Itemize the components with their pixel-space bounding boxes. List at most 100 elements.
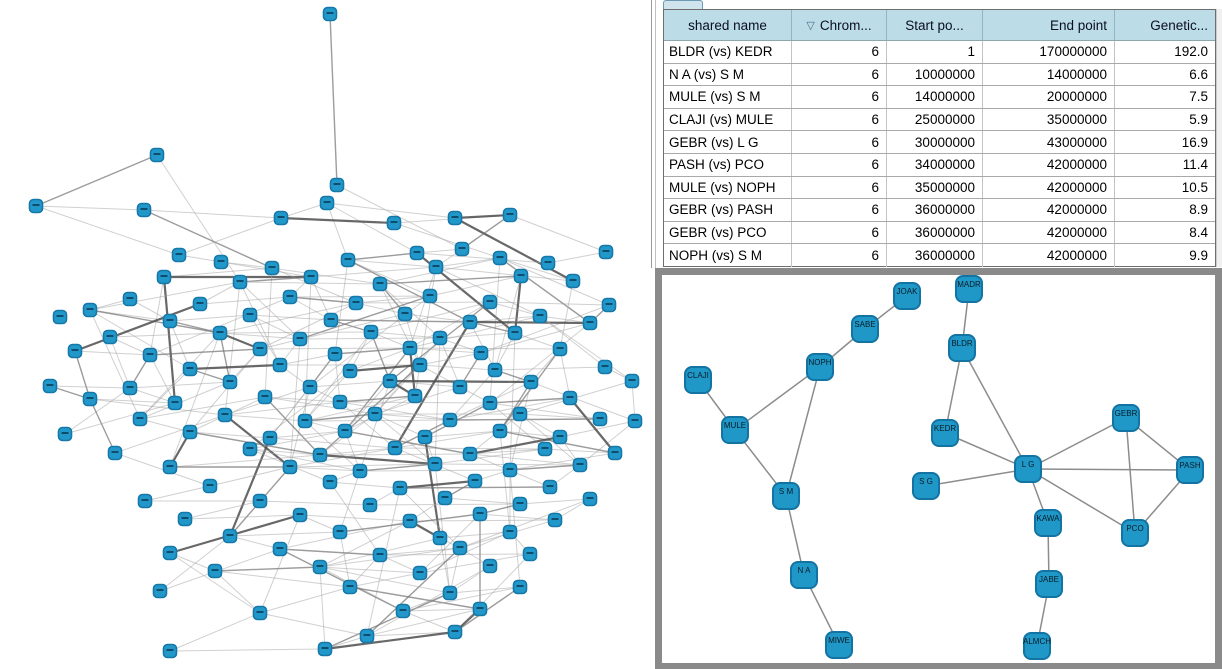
network-node[interactable]	[363, 324, 379, 340]
column-header-shared-name[interactable]: shared name	[664, 10, 792, 40]
network-node[interactable]	[472, 601, 488, 617]
table-row[interactable]: CLAJI (vs) MULE 6 25000000 35000000 5.9	[664, 108, 1215, 132]
network-node[interactable]	[395, 603, 411, 619]
network-node[interactable]	[462, 446, 478, 462]
network-node[interactable]	[42, 378, 58, 394]
node-l-g[interactable]: L G	[1014, 455, 1042, 483]
node-claji[interactable]: CLAJI	[684, 366, 712, 394]
node-gebr[interactable]: GEBR	[1112, 404, 1140, 432]
network-node[interactable]	[242, 307, 258, 323]
node-mule[interactable]: MULE	[721, 416, 749, 444]
network-node[interactable]	[627, 413, 643, 429]
network-node[interactable]	[447, 210, 463, 226]
network-node[interactable]	[257, 389, 273, 405]
table-tab-stub[interactable]	[663, 0, 703, 9]
table-row[interactable]: N A (vs) S M 6 10000000 14000000 6.6	[664, 63, 1215, 87]
node-kawa[interactable]: KAWA	[1034, 509, 1062, 537]
network-node[interactable]	[162, 545, 178, 561]
network-node[interactable]	[582, 315, 598, 331]
node-bldr[interactable]: BLDR	[948, 334, 976, 362]
network-node[interactable]	[312, 447, 328, 463]
network-node[interactable]	[340, 252, 356, 268]
column-header-genetic[interactable]: Genetic...	[1115, 10, 1215, 40]
network-node[interactable]	[182, 424, 198, 440]
table-row[interactable]: PASH (vs) PCO 6 34000000 42000000 11.4	[664, 153, 1215, 177]
network-node[interactable]	[167, 395, 183, 411]
network-node[interactable]	[132, 411, 148, 427]
network-node[interactable]	[472, 506, 488, 522]
node-s-g[interactable]: S G	[912, 472, 940, 500]
network-node[interactable]	[297, 413, 313, 429]
network-node[interactable]	[359, 628, 375, 644]
network-node[interactable]	[317, 641, 333, 657]
network-node[interactable]	[273, 210, 289, 226]
network-node[interactable]	[412, 357, 428, 373]
network-node[interactable]	[432, 530, 448, 546]
network-node[interactable]	[522, 546, 538, 562]
network-node[interactable]	[252, 605, 268, 621]
node-miwe[interactable]: MIWE	[825, 631, 853, 659]
network-node[interactable]	[513, 268, 529, 284]
node-s-m[interactable]: S M	[772, 482, 800, 510]
network-node[interactable]	[28, 198, 44, 214]
network-node[interactable]	[452, 540, 468, 556]
network-node[interactable]	[312, 559, 328, 575]
node-kedr[interactable]: KEDR	[931, 419, 959, 447]
node-n-a[interactable]: N A	[790, 561, 818, 589]
network-node[interactable]	[303, 269, 319, 285]
main-network-view[interactable]	[0, 0, 655, 669]
network-node[interactable]	[492, 423, 508, 439]
network-node[interactable]	[367, 406, 383, 422]
network-node[interactable]	[136, 202, 152, 218]
network-node[interactable]	[437, 490, 453, 506]
network-node[interactable]	[217, 407, 233, 423]
table-scrollbar[interactable]	[1216, 9, 1222, 267]
network-node[interactable]	[402, 513, 418, 529]
network-node[interactable]	[329, 177, 345, 193]
network-node[interactable]	[512, 496, 528, 512]
network-node[interactable]	[362, 497, 378, 513]
network-node[interactable]	[302, 379, 318, 395]
network-node[interactable]	[342, 363, 358, 379]
network-node[interactable]	[427, 456, 443, 472]
network-node[interactable]	[512, 579, 528, 595]
network-node[interactable]	[607, 445, 623, 461]
network-node[interactable]	[156, 269, 172, 285]
table-row[interactable]: MULE (vs) S M 6 14000000 20000000 7.5	[664, 86, 1215, 109]
network-node[interactable]	[547, 512, 563, 528]
node-pash[interactable]: PASH	[1176, 456, 1204, 484]
network-node[interactable]	[162, 313, 178, 329]
network-node[interactable]	[386, 215, 402, 231]
network-node[interactable]	[292, 507, 308, 523]
network-node[interactable]	[412, 565, 428, 581]
network-node[interactable]	[152, 583, 168, 599]
network-node[interactable]	[52, 309, 68, 325]
network-node[interactable]	[102, 329, 118, 345]
network-node[interactable]	[387, 440, 403, 456]
network-node[interactable]	[552, 429, 568, 445]
network-node[interactable]	[252, 341, 268, 357]
network-node[interactable]	[262, 430, 278, 446]
network-node[interactable]	[487, 362, 503, 378]
network-node[interactable]	[502, 462, 518, 478]
filter-icon[interactable]: ▽	[806, 19, 815, 32]
network-node[interactable]	[512, 406, 528, 422]
node-noph[interactable]: NOPH	[806, 353, 834, 381]
network-node[interactable]	[601, 297, 617, 313]
network-node[interactable]	[382, 373, 398, 389]
network-node[interactable]	[409, 245, 425, 261]
network-node[interactable]	[171, 247, 187, 263]
network-node[interactable]	[473, 345, 489, 361]
network-node[interactable]	[442, 585, 458, 601]
network-node[interactable]	[292, 331, 308, 347]
network-node[interactable]	[327, 346, 343, 362]
network-node[interactable]	[392, 480, 408, 496]
network-node[interactable]	[502, 207, 518, 223]
network-node[interactable]	[582, 491, 598, 507]
network-node[interactable]	[507, 325, 523, 341]
network-node[interactable]	[482, 294, 498, 310]
network-node[interactable]	[482, 558, 498, 574]
network-node[interactable]	[272, 357, 288, 373]
network-node[interactable]	[540, 255, 556, 271]
network-node[interactable]	[82, 302, 98, 318]
